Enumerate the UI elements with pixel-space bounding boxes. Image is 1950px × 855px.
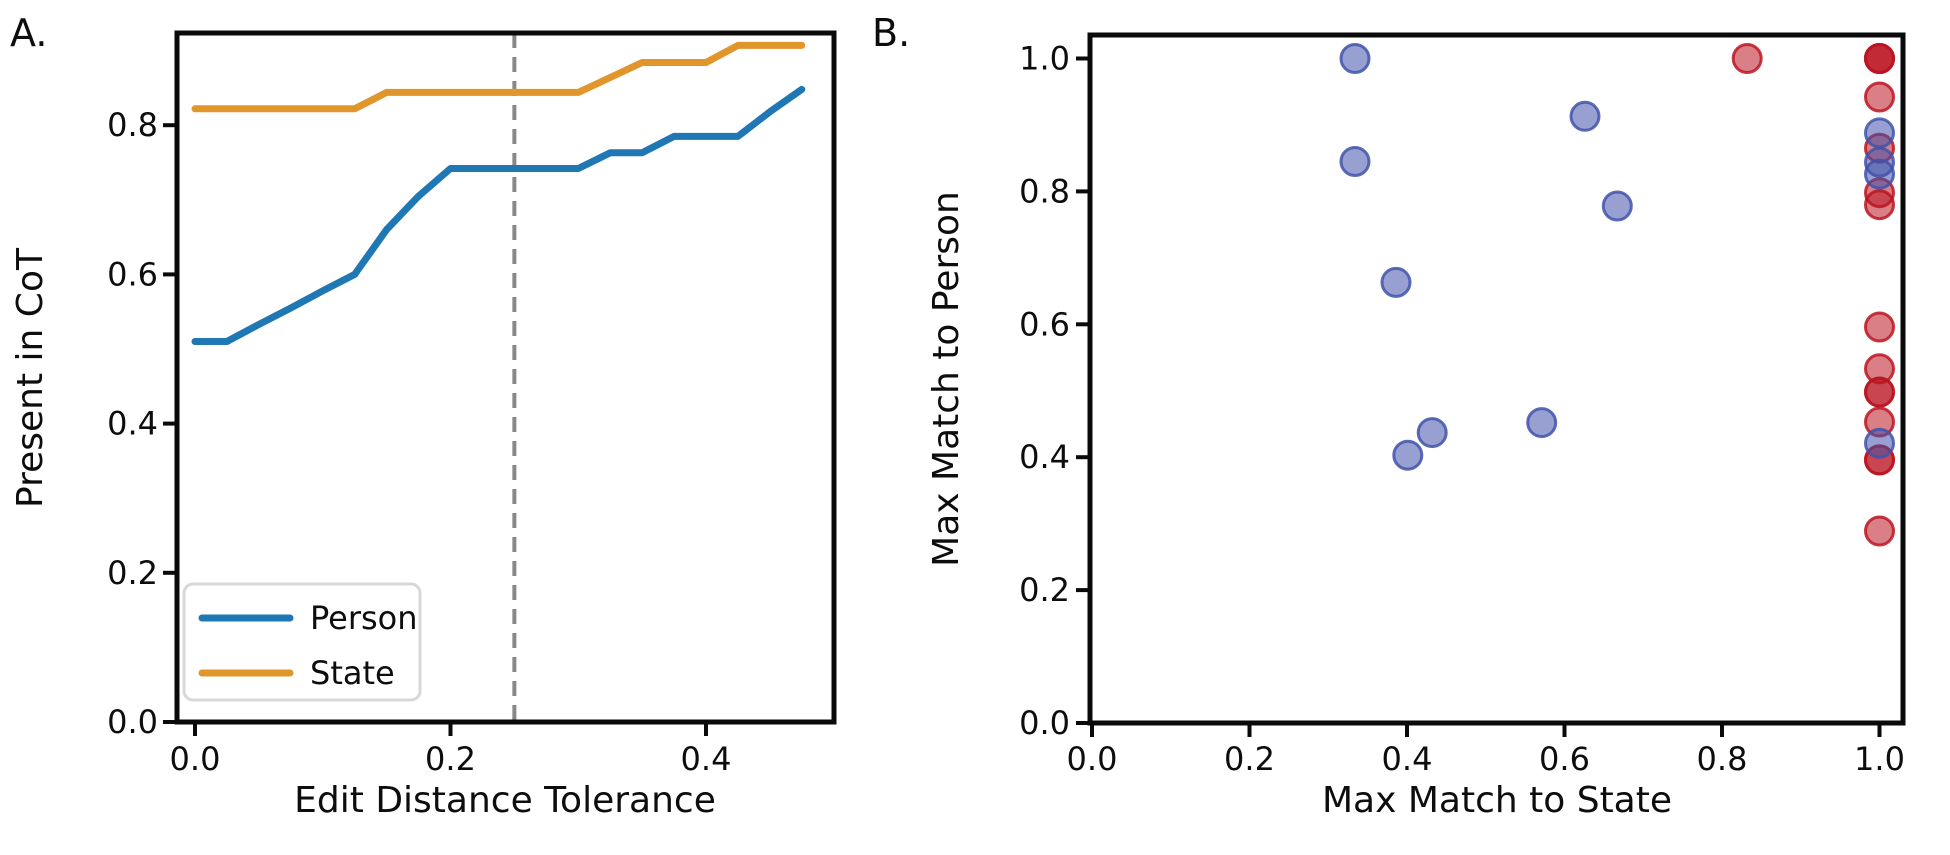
panel-b-x-tick-label: 0.8 — [1697, 740, 1748, 778]
panel-b-x-tick-label: 0.4 — [1382, 740, 1433, 778]
legend: Person State — [182, 582, 422, 702]
scatter-point-blue — [1416, 417, 1448, 449]
panel-b-y-tick-label: 0.4 — [1019, 438, 1070, 476]
panel-b-ylabel: Max Match to Person — [926, 191, 967, 567]
scatter-point-blue — [1339, 43, 1371, 74]
scatter-point-blue — [1864, 427, 1895, 459]
panel-a-y-tick-label: 0.8 — [107, 106, 158, 144]
panel-b-y-tick-label: 1.0 — [1019, 40, 1070, 78]
panel-a-ylabel: Present in CoT — [10, 247, 51, 508]
panel-b-ticks: 0.0 0.2 0.4 0.6 0.8 1.0 0.0 0.2 0.4 0.6 0.8 1.0 — [1019, 40, 1905, 779]
scatter-point-blue — [1864, 158, 1895, 190]
panel-a-x-tick-label: 0.0 — [170, 740, 221, 778]
panel-a-x-tick-label: 0.4 — [681, 740, 732, 778]
scatter-point-blue — [1526, 407, 1558, 439]
scatter-point-blue — [1601, 190, 1633, 222]
person-line — [191, 85, 806, 345]
scatter-point-blue — [1339, 146, 1371, 177]
scatter-point-blue — [1569, 100, 1601, 132]
scatter-point-red — [1864, 376, 1895, 408]
panel-a-label: A. — [10, 11, 47, 55]
panel-a-axes-frame — [174, 30, 837, 725]
scatter-point-red — [1731, 43, 1763, 74]
panel-b-x-tick-label: 0.0 — [1067, 740, 1118, 778]
panel-b-plot-area — [1339, 43, 1895, 547]
panel-a-x-tick-label: 0.2 — [425, 740, 476, 778]
panel-b-scatter-chart: 0.0 0.2 0.4 0.6 0.8 1.00.00.20.40.60.81.0 B. … — [872, 11, 1906, 821]
panel-b-x-tick-label: 0.6 — [1539, 740, 1590, 778]
panel-a-y-tick-label: 0.4 — [107, 405, 158, 443]
panel-a-line-chart: 0.0 0.2 0.4 0.0 0.2 0.4 0.6 0.8 A. Edit Distanc… — [10, 11, 837, 821]
panel-b-y-tick-label: 0.2 — [1019, 571, 1070, 609]
panel-b-xlabel: Max Match to State — [1322, 780, 1672, 821]
panel-a-y-tick-label: 0.6 — [107, 255, 158, 293]
panel-b-x-tick-label: 1.0 — [1854, 740, 1905, 778]
panel-b-y-tick-label: 0.6 — [1019, 305, 1070, 343]
panel-b-y-tick-label: 0.8 — [1019, 172, 1070, 210]
panel-a-y-tick-label: 0.0 — [107, 703, 158, 741]
panel-a-y-tick-label: 0.2 — [107, 554, 158, 592]
legend-label-state: State — [310, 654, 395, 692]
panel-b-axes-frame — [1087, 32, 1906, 726]
panel-a-xlabel: Edit Distance Tolerance — [294, 780, 716, 821]
scatter-point-red — [1864, 81, 1895, 113]
panel-a-plot-area — [191, 33, 806, 722]
legend-label-person: Person — [310, 599, 418, 637]
panel-a-ticks: 0.0 0.2 0.4 0.0 0.2 0.4 0.6 0.8 — [107, 106, 731, 778]
scatter-point-red — [1864, 189, 1895, 221]
panel-b-y-tick-label: 0.0 — [1019, 704, 1070, 742]
scatter-point-red — [1864, 43, 1895, 74]
panel-b-label: B. — [872, 11, 910, 55]
scatter-point-blue — [1864, 117, 1895, 149]
scatter-point-blue — [1392, 439, 1424, 471]
panel-b-x-tick-label: 0.2 — [1224, 740, 1275, 778]
state-line — [191, 41, 806, 113]
scatter-point-blue — [1380, 266, 1412, 298]
scatter-point-red — [1864, 515, 1895, 547]
scatter-point-red — [1864, 311, 1895, 343]
